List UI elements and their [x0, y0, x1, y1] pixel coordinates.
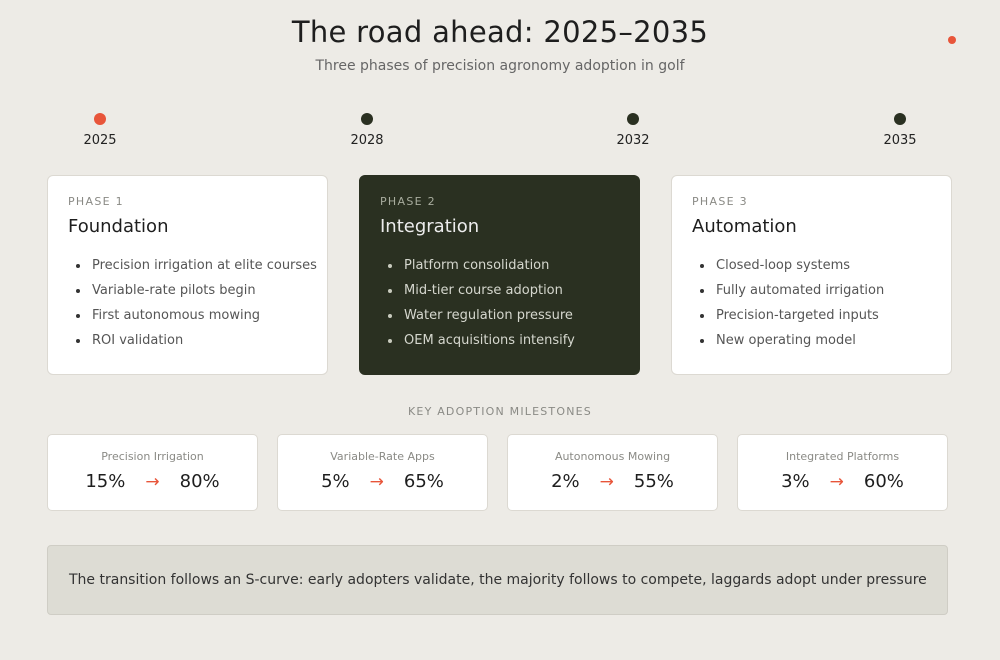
page-title: The road ahead: 2025–2035: [291, 15, 709, 49]
milestone-from: 5%: [321, 471, 350, 492]
milestone-from: 3%: [781, 471, 810, 492]
phase-name: Foundation: [68, 216, 169, 237]
accent-dot: [948, 36, 956, 44]
timeline-marker-2028: 2028: [327, 113, 407, 148]
timeline-year: 2025: [83, 133, 117, 148]
milestone-values: 15% → 80%: [48, 471, 257, 492]
phase-card-foundation: PHASE 1 Foundation Precision irrigation …: [47, 175, 328, 375]
milestone-from: 2%: [551, 471, 580, 492]
milestone-values: 5% → 65%: [278, 471, 487, 492]
timeline-marker-2032: 2032: [593, 113, 673, 148]
list-item: Fully automated irrigation: [692, 281, 951, 306]
milestone-label: Precision Irrigation: [101, 450, 204, 463]
list-item: Variable-rate pilots begin: [68, 281, 327, 306]
milestone-label: Variable-Rate Apps: [330, 450, 435, 463]
milestone-to: 60%: [863, 471, 904, 492]
milestone-label: Autonomous Mowing: [554, 450, 671, 463]
phase-name: Integration: [380, 216, 480, 237]
right-arrow-icon: →: [369, 471, 384, 492]
milestone-card-variable-rate: Variable-Rate Apps 5% → 65%: [277, 434, 488, 511]
timeline-marker-2025: 2025: [60, 113, 140, 148]
timeline-dot: [361, 113, 373, 125]
phase-label: PHASE 3: [692, 195, 748, 208]
phase-label: PHASE 1: [68, 195, 124, 208]
list-item: OEM acquisitions intensify: [380, 331, 639, 356]
list-item: Precision irrigation at elite courses: [68, 256, 327, 281]
milestone-card-precision-irrigation: Precision Irrigation 15% → 80%: [47, 434, 258, 511]
summary-banner: The transition follows an S-curve: early…: [47, 545, 948, 615]
right-arrow-icon: →: [599, 471, 614, 492]
milestone-card-integrated-platforms: Integrated Platforms 3% → 60%: [737, 434, 948, 511]
list-item: Platform consolidation: [380, 256, 639, 281]
summary-text: The transition follows an S-curve: early…: [69, 572, 927, 588]
milestone-from: 15%: [85, 471, 126, 492]
milestone-values: 3% → 60%: [738, 471, 947, 492]
milestone-label: Integrated Platforms: [785, 450, 900, 463]
list-item: Precision-targeted inputs: [692, 306, 951, 331]
milestone-to: 55%: [633, 471, 674, 492]
timeline-year: 2032: [616, 133, 650, 148]
right-arrow-icon: →: [145, 471, 160, 492]
list-item: Mid-tier course adoption: [380, 281, 639, 306]
list-item: First autonomous mowing: [68, 306, 327, 331]
list-item: Water regulation pressure: [380, 306, 639, 331]
list-item: ROI validation: [68, 331, 327, 356]
right-arrow-icon: →: [829, 471, 844, 492]
phase-card-integration: PHASE 2 Integration Platform consolidati…: [359, 175, 640, 375]
milestone-card-autonomous-mowing: Autonomous Mowing 2% → 55%: [507, 434, 718, 511]
timeline-marker-2035: 2035: [860, 113, 940, 148]
timeline-year: 2035: [883, 133, 917, 148]
timeline-dot: [94, 113, 106, 125]
phase-item-list: Closed-loop systems Fully automated irri…: [692, 256, 951, 356]
milestone-to: 80%: [179, 471, 220, 492]
milestone-to: 65%: [403, 471, 444, 492]
timeline-dot: [627, 113, 639, 125]
phase-item-list: Platform consolidation Mid-tier course a…: [380, 256, 639, 356]
page-subtitle: Three phases of precision agronomy adopt…: [315, 58, 685, 74]
phase-item-list: Precision irrigation at elite courses Va…: [68, 256, 327, 356]
timeline-year: 2028: [350, 133, 384, 148]
phase-label: PHASE 2: [380, 195, 436, 208]
list-item: New operating model: [692, 331, 951, 356]
milestone-values: 2% → 55%: [508, 471, 717, 492]
phase-card-automation: PHASE 3 Automation Closed-loop systems F…: [671, 175, 952, 375]
milestones-heading: KEY ADOPTION MILESTONES: [408, 405, 592, 418]
timeline-dot: [894, 113, 906, 125]
list-item: Closed-loop systems: [692, 256, 951, 281]
phase-name: Automation: [692, 216, 797, 237]
